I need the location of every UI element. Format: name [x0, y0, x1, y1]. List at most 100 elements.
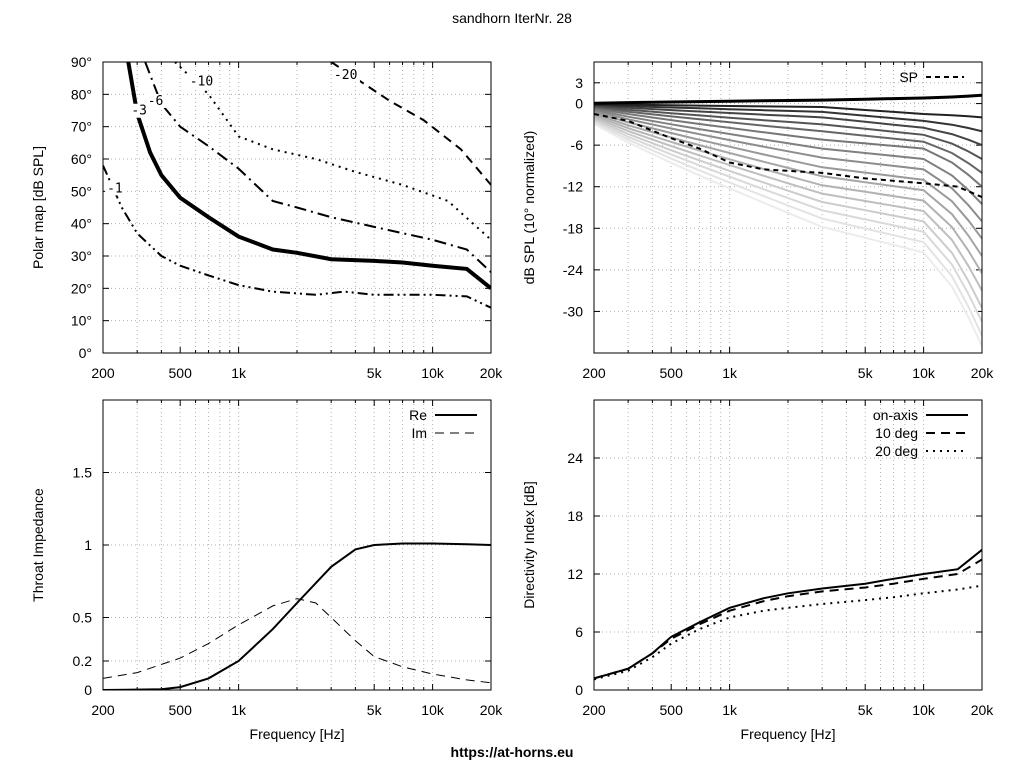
x-tick-label: 500: [169, 702, 193, 718]
plot-area: [103, 542, 491, 690]
x-tick-label: 1k: [722, 702, 738, 718]
y-tick-label: -12: [563, 179, 583, 195]
plot-area: [594, 549, 982, 681]
y-tick-label: 1: [84, 537, 92, 553]
y-tick-label: 18: [567, 508, 583, 524]
legend-label: Im: [411, 425, 427, 441]
x-tick-label: 5k: [858, 365, 874, 381]
y-tick-label: 0.5: [73, 610, 93, 626]
x-tick-label: 20k: [971, 702, 995, 718]
series--1: [103, 165, 491, 309]
y-tick-label: -30: [563, 303, 583, 319]
legend-label-sp: SP: [899, 69, 918, 85]
legend-label: 10 deg: [875, 425, 918, 441]
x-tick-label: 20k: [971, 365, 995, 381]
series-im: [103, 598, 491, 684]
x-tick-label: 500: [660, 702, 684, 718]
angle-curve: [594, 108, 982, 205]
panel-throat-impedance: 200 500 1k 5k 10k 20k 0 0.2 0.5 1 1.5 Frequency [Hz…: [30, 399, 504, 742]
plot-frame: [593, 399, 983, 691]
y-tick-label: 30°: [71, 248, 92, 264]
x-tick-label: 10k: [421, 702, 445, 718]
series-re: [103, 542, 491, 690]
x-tick-label: 5k: [858, 702, 874, 718]
x-tick-label: 20k: [480, 365, 504, 381]
x-tick-label: 10k: [421, 365, 445, 381]
y-tick-label: 0.2: [73, 653, 93, 669]
y-tick-label: 70°: [71, 119, 92, 135]
y-tick-label: 1.5: [73, 465, 93, 481]
y-tick-label: 60°: [71, 151, 92, 167]
y-tick-label: 10°: [71, 313, 92, 329]
x-axis-label: Frequency [Hz]: [741, 726, 836, 742]
angle-curve: [594, 93, 982, 105]
y-tick-label: 12: [567, 566, 583, 582]
x-tick-label: 200: [91, 365, 115, 381]
angle-curve: [594, 105, 982, 160]
x-axis-label: Frequency [Hz]: [250, 726, 345, 742]
y-axis-label: dB SPL (10° normalized): [521, 131, 537, 285]
angle-curve: [594, 114, 982, 274]
legend-label: on-axis: [873, 407, 918, 423]
grid: [594, 400, 982, 690]
x-tick-label: 200: [91, 702, 115, 718]
legend: on-axis 10 deg 20 deg: [873, 407, 968, 459]
x-tick-label: 10k: [912, 702, 936, 718]
x-tick-label: 200: [582, 702, 606, 718]
angle-curve: [594, 106, 982, 174]
angle-curve: [594, 121, 982, 337]
x-tick-label: 20k: [480, 702, 504, 718]
angle-curve: [594, 119, 982, 323]
y-tick-label: 0: [575, 682, 583, 698]
legend-label: 20 deg: [875, 443, 918, 459]
contour-label: -1: [107, 181, 123, 196]
angle-curve: [594, 118, 982, 309]
x-tick-label: 500: [660, 365, 684, 381]
panel-directivity-index: 200 500 1k 5k 10k 20k 0 6 12 18 24 Frequency [Hz] Di…: [521, 399, 995, 742]
y-tick-label: 40°: [71, 216, 92, 232]
angle-curve: [594, 103, 982, 133]
contour-label-bg: [187, 74, 216, 89]
x-tick-label: 1k: [722, 365, 738, 381]
contour-label-bg: [145, 94, 166, 109]
grid: [103, 62, 491, 353]
y-tick-label: -6: [571, 137, 584, 153]
angle-curve: [594, 123, 982, 347]
figure-title: sandhorn IterNr. 28: [452, 10, 572, 26]
y-tick-label: 3: [575, 75, 583, 91]
y-tick-label: 50°: [71, 183, 92, 199]
x-tick-label: 500: [169, 365, 193, 381]
contour-label: -10: [190, 75, 213, 90]
footer-url: https://at-horns.eu: [451, 744, 574, 760]
angle-curve: [594, 104, 982, 147]
y-tick-label: 90°: [71, 54, 92, 70]
legend: Re Im: [409, 407, 477, 441]
grid: [103, 400, 491, 690]
angle-curve: [594, 111, 982, 240]
x-tick-label: 5k: [367, 365, 383, 381]
y-axis-label: Throat Impedance: [30, 488, 46, 602]
plot-area: [594, 93, 982, 347]
plot-frame: [593, 61, 983, 354]
contour-label-bg: [129, 103, 150, 118]
y-tick-label: 20°: [71, 280, 92, 296]
y-tick-label: 0: [84, 682, 92, 698]
contour-label-bg: [105, 181, 126, 196]
x-tick-label: 200: [582, 365, 606, 381]
y-tick-label: -24: [563, 262, 583, 278]
series-20-deg: [594, 584, 982, 681]
legend-label: Re: [409, 407, 427, 423]
x-tick-label: 1k: [231, 702, 247, 718]
x-tick-label: 1k: [231, 365, 247, 381]
y-tick-label: 6: [575, 624, 583, 640]
series--3: [126, 62, 491, 290]
contour-label: -20: [334, 68, 357, 83]
panel-normalized-spl: 200 500 1k 5k 10k 20k 3 0 -6 -12 -18 -24 -30 dB SPL (…: [521, 61, 995, 381]
contour-label: -6: [148, 94, 164, 109]
y-tick-label: 24: [567, 450, 583, 466]
series--10: [174, 62, 491, 241]
y-axis-label: Polar map [dB SPL]: [30, 146, 46, 269]
plot-frame: [102, 61, 492, 354]
angle-curve: [594, 103, 982, 119]
